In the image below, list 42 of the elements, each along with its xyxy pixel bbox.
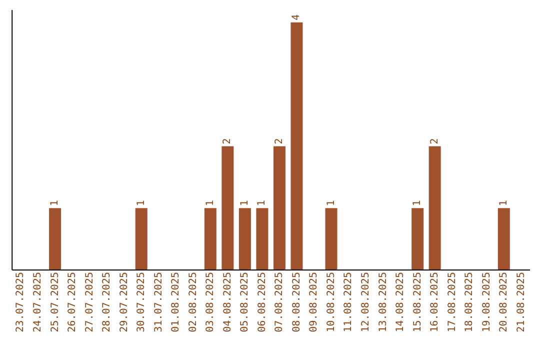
x-tick-label: 18.08.2025: [464, 272, 476, 332]
x-tick-label: 04.08.2025: [222, 272, 234, 332]
x-tick-label: 10.08.2025: [326, 272, 337, 332]
x-tick-label: 19.08.2025: [481, 272, 492, 332]
data-label: 2: [222, 138, 234, 144]
x-tick-label: 02.08.2025: [188, 272, 199, 332]
data-label: 2: [274, 138, 285, 144]
x-tick-label: 06.08.2025: [256, 272, 268, 332]
data-label: 1: [326, 200, 337, 206]
data-label: 4: [291, 14, 302, 20]
x-tick-label: 23.07.2025: [15, 272, 26, 332]
x-tick-label: 15.08.2025: [412, 272, 424, 332]
x-tick-label: 01.08.2025: [170, 272, 182, 332]
x-tick-label: 17.08.2025: [446, 272, 458, 332]
x-tick-label: 16.08.2025: [430, 272, 441, 332]
x-tick-label: 26.07.2025: [67, 272, 78, 332]
data-label: 1: [412, 200, 424, 206]
x-tick-label: 14.08.2025: [395, 272, 406, 332]
data-label: 1: [50, 200, 61, 206]
x-tick-label: 27.07.2025: [84, 272, 96, 332]
x-tick-label: 09.08.2025: [308, 272, 320, 332]
x-tick-label: 07.08.2025: [274, 272, 286, 332]
x-tick-label: 28.07.2025: [102, 272, 113, 332]
x-tick-label: 21.08.2025: [516, 272, 527, 332]
data-label: 1: [136, 200, 147, 206]
x-tick-label: 30.07.2025: [136, 272, 148, 332]
x-tick-label: 25.07.2025: [50, 272, 61, 332]
data-label: 2: [429, 138, 440, 144]
x-tick-label: 31.07.2025: [153, 272, 164, 332]
x-tick-label: 20.08.2025: [498, 272, 510, 332]
x-tick-label: 11.08.2025: [343, 272, 354, 332]
x-tick-label: 29.07.2025: [118, 272, 130, 332]
x-tick-label: 08.08.2025: [291, 272, 302, 332]
data-label: 1: [204, 200, 216, 206]
x-tick-label: 24.07.2025: [32, 272, 44, 332]
x-tick-label: 13.08.2025: [378, 272, 389, 332]
data-label: 1: [498, 200, 510, 206]
x-tick-label: 03.08.2025: [205, 272, 216, 332]
data-label: 1: [239, 200, 250, 206]
x-tick-label: 12.08.2025: [360, 272, 372, 332]
x-tick-label: 05.08.2025: [240, 272, 251, 332]
data-label: 1: [256, 200, 268, 206]
